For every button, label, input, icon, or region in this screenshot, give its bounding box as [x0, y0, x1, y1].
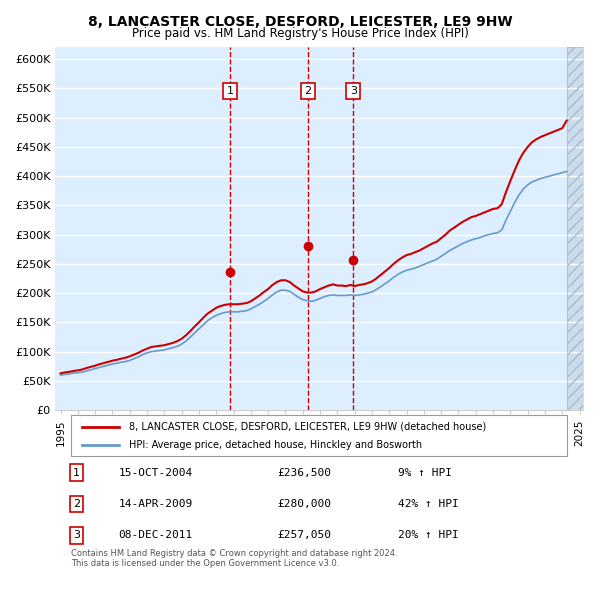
Text: £280,000: £280,000: [277, 499, 331, 509]
Text: 14-APR-2009: 14-APR-2009: [119, 499, 193, 509]
Text: £257,050: £257,050: [277, 530, 331, 540]
Text: 3: 3: [73, 530, 80, 540]
Text: 15-OCT-2004: 15-OCT-2004: [119, 468, 193, 478]
Text: 3: 3: [350, 86, 357, 96]
Text: 9% ↑ HPI: 9% ↑ HPI: [398, 468, 452, 478]
Text: 8, LANCASTER CLOSE, DESFORD, LEICESTER, LE9 9HW: 8, LANCASTER CLOSE, DESFORD, LEICESTER, …: [88, 15, 512, 29]
Text: HPI: Average price, detached house, Hinckley and Bosworth: HPI: Average price, detached house, Hinc…: [129, 440, 422, 450]
Text: Contains HM Land Registry data © Crown copyright and database right 2024.
This d: Contains HM Land Registry data © Crown c…: [71, 549, 398, 568]
Text: £236,500: £236,500: [277, 468, 331, 478]
FancyBboxPatch shape: [71, 415, 567, 456]
Text: 1: 1: [73, 468, 80, 478]
Text: Price paid vs. HM Land Registry's House Price Index (HPI): Price paid vs. HM Land Registry's House …: [131, 27, 469, 40]
Text: 42% ↑ HPI: 42% ↑ HPI: [398, 499, 459, 509]
Text: 20% ↑ HPI: 20% ↑ HPI: [398, 530, 459, 540]
Text: 2: 2: [73, 499, 80, 509]
Text: 1: 1: [226, 86, 233, 96]
Text: 08-DEC-2011: 08-DEC-2011: [119, 530, 193, 540]
Text: 8, LANCASTER CLOSE, DESFORD, LEICESTER, LE9 9HW (detached house): 8, LANCASTER CLOSE, DESFORD, LEICESTER, …: [129, 422, 487, 432]
Text: 2: 2: [304, 86, 311, 96]
